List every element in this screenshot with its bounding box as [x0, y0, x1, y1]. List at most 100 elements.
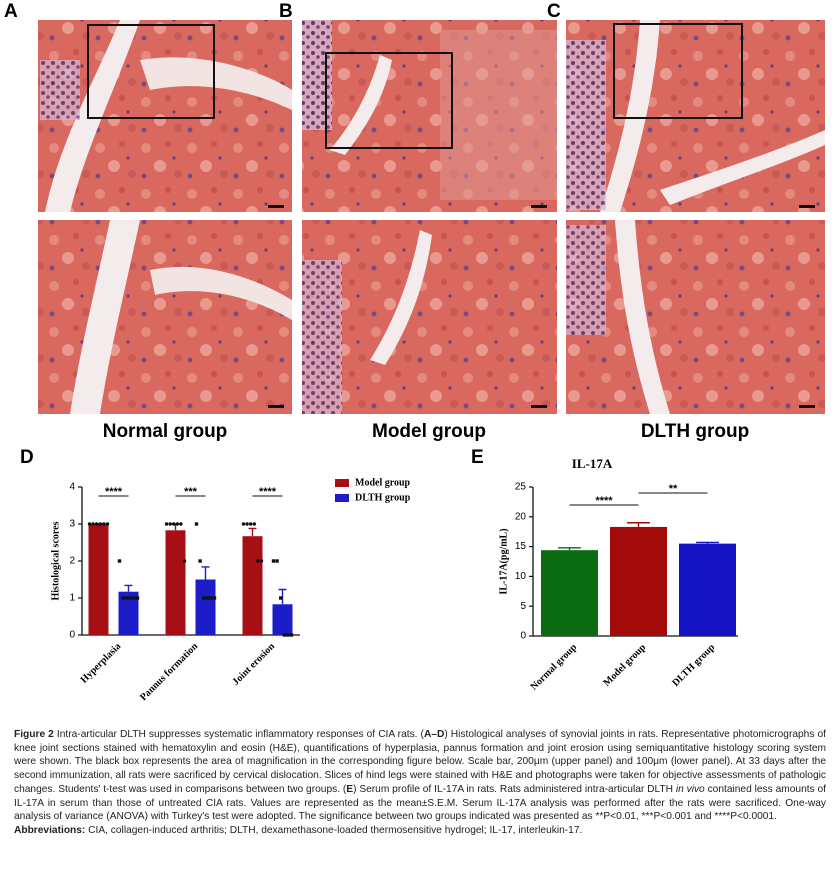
y-tick-label: 20: [515, 511, 527, 522]
data-point: [279, 596, 283, 600]
panel-letter: A: [4, 1, 18, 22]
bar: [541, 550, 598, 636]
abbreviations-text: CIA, collagen-induced arthritis; DLTH, d…: [85, 824, 583, 836]
magnification-box: [325, 52, 453, 149]
cartilage-gap: [660, 130, 825, 205]
bar: [679, 543, 736, 636]
y-tick-label: 3: [69, 519, 75, 530]
data-point: [164, 522, 169, 526]
significance-label: ****: [259, 486, 277, 498]
x-tick-label: Normal group: [529, 642, 580, 693]
cartilage-gap: [370, 230, 432, 365]
panel-letter: B: [279, 1, 293, 22]
marrow: [302, 260, 342, 414]
data-point: [194, 522, 199, 526]
bar: [272, 604, 293, 635]
histology-image: [566, 220, 825, 414]
chart-title: IL-17A: [572, 456, 613, 471]
data-point: [135, 596, 140, 600]
marrow: [566, 225, 606, 335]
data-point: [241, 522, 246, 526]
scale-bar: [799, 205, 815, 208]
y-tick-label: 4: [69, 482, 75, 493]
data-point: [117, 559, 122, 563]
marrow: [566, 40, 606, 210]
y-tick-label: 5: [520, 601, 526, 612]
x-tick-label: DLTH group: [670, 642, 717, 689]
x-tick-label: Pannus formation: [138, 641, 201, 704]
magnification-box: [613, 23, 743, 119]
data-point: [286, 633, 290, 637]
cartilage-gap: [140, 57, 292, 110]
data-point: [102, 522, 106, 526]
y-tick-label: 1: [69, 593, 75, 604]
caption-italic: in vivo: [675, 783, 705, 795]
x-tick-label: Model group: [601, 642, 648, 689]
data-point: [202, 596, 206, 600]
data-point: [95, 522, 99, 526]
cartilage-gap: [600, 20, 660, 212]
group-label: Normal group: [103, 421, 228, 442]
x-tick-label: Hyperplasia: [79, 641, 124, 686]
significance-label: ****: [105, 486, 123, 498]
caption-paragraph: Figure 2 Intra-articular DLTH suppresses…: [14, 728, 826, 824]
data-point: [252, 522, 256, 526]
data-point: [249, 522, 253, 526]
significance-label: **: [669, 483, 678, 495]
error-bar: [627, 522, 650, 527]
caption-text: contained less amounts of IL-17A in seru…: [14, 783, 826, 823]
error-bar: [278, 588, 287, 605]
cartilage-gap: [70, 220, 140, 414]
caption-text: ) Serum profile of IL-17A in rats. Rats …: [353, 783, 676, 795]
data-point: [105, 522, 110, 526]
figure: A B C D E Normal group Model group DLTH …: [4, 1, 825, 704]
data-point: [175, 522, 179, 526]
panel-ref: E: [346, 783, 354, 795]
cartilage-gap: [330, 55, 392, 155]
histology-images: [38, 20, 825, 414]
data-point: [212, 596, 217, 600]
data-point: [132, 596, 136, 600]
data-point: [179, 522, 183, 526]
y-tick-label: 0: [520, 631, 526, 642]
data-point: [168, 522, 172, 526]
panel-letter: C: [547, 1, 561, 22]
y-tick-label: 15: [515, 541, 527, 552]
panel-ref: A–D: [423, 729, 445, 740]
significance-label: ****: [595, 495, 613, 507]
data-point: [121, 596, 125, 600]
marrow: [40, 60, 80, 120]
data-point: [128, 596, 132, 600]
y-tick-label: 25: [515, 482, 527, 493]
bar: [195, 579, 216, 635]
data-point: [182, 559, 187, 563]
legend-label: DLTH group: [355, 492, 411, 503]
data-point: [271, 559, 276, 563]
histology-image: [302, 220, 557, 414]
scale-bar: [268, 405, 284, 408]
y-tick-label: 2: [69, 556, 75, 567]
bar: [242, 536, 263, 635]
data-point: [125, 596, 129, 600]
scale-bar: [531, 205, 547, 208]
bar: [165, 530, 186, 635]
cartilage-gap: [615, 220, 670, 414]
data-point: [256, 559, 260, 563]
magnification-box: [87, 24, 215, 119]
data-point: [91, 522, 95, 526]
caption-text: ) Histological analyses of synovial join…: [14, 729, 826, 795]
y-tick-label: 10: [515, 571, 527, 582]
legend-swatch: [335, 479, 349, 487]
legend-swatch: [335, 494, 349, 502]
panel-letter: E: [471, 447, 484, 468]
error-bar: [124, 584, 133, 592]
group-label: Model group: [372, 421, 486, 442]
data-point: [282, 633, 286, 637]
abbreviations: Abbreviations: CIA, collagen-induced art…: [14, 824, 826, 838]
bar: [118, 591, 139, 635]
data-point: [275, 559, 279, 563]
y-tick-label: 0: [69, 630, 75, 641]
bar: [610, 526, 667, 636]
cartilage-gap: [150, 266, 292, 320]
